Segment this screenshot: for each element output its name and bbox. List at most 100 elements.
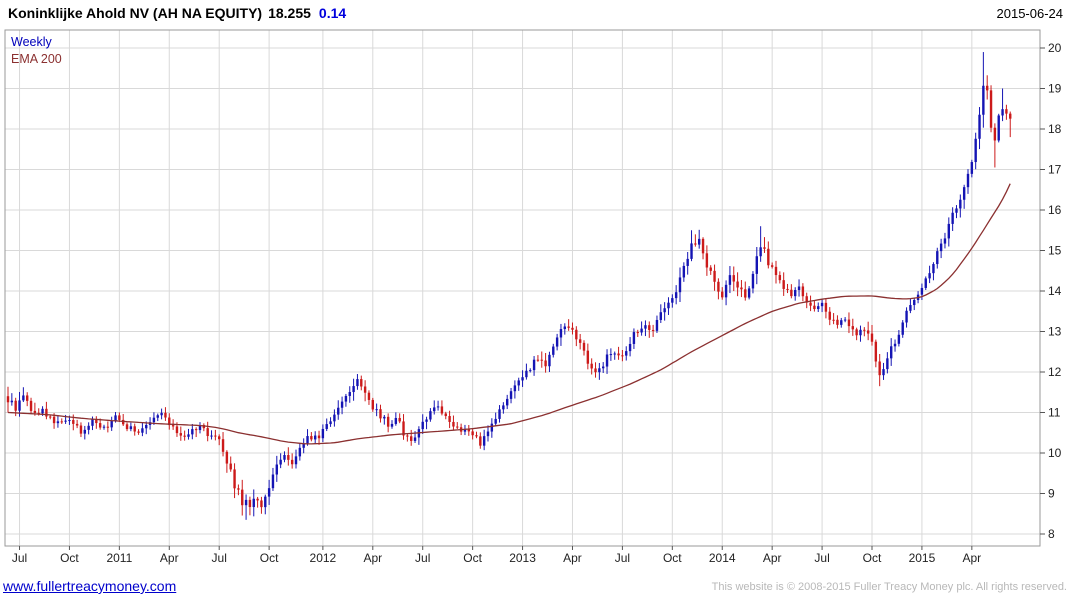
candle-down: [218, 436, 221, 440]
candle-down: [106, 426, 110, 428]
candle-up: [663, 308, 666, 313]
candle-up: [936, 251, 939, 265]
candle-down: [567, 326, 570, 328]
candle-down: [786, 288, 789, 290]
candle-down: [260, 500, 263, 508]
candle-down: [406, 435, 409, 437]
y-tick-label: 8: [1048, 527, 1055, 541]
candle-down: [617, 353, 620, 356]
candle-down: [452, 421, 455, 427]
candle-down: [701, 238, 705, 254]
candle-up: [64, 420, 67, 422]
candle-up: [532, 359, 536, 371]
candle-down: [122, 419, 125, 425]
candle-up: [56, 421, 60, 424]
candle-down: [248, 499, 252, 508]
candle-down: [836, 319, 839, 325]
candle-down: [202, 425, 206, 429]
candle-up: [640, 328, 643, 333]
candle-down: [379, 409, 382, 419]
candle-down: [801, 286, 805, 297]
candle-down: [386, 416, 390, 427]
candle-down: [590, 363, 593, 369]
candle-up: [152, 417, 156, 423]
candle-up: [356, 379, 359, 387]
candle-up: [517, 380, 520, 386]
candle-up: [724, 284, 728, 298]
x-tick-label: 2012: [310, 551, 337, 565]
y-tick-label: 19: [1048, 82, 1062, 96]
candle-down: [855, 329, 858, 336]
candle-up: [755, 256, 758, 274]
candle-up: [955, 208, 958, 213]
quote-date: 2015-06-24: [996, 6, 1064, 21]
candle-down: [740, 287, 743, 290]
candle-up: [909, 305, 912, 311]
candle-down: [60, 421, 63, 423]
candle-down: [133, 426, 136, 432]
candle-up: [928, 273, 931, 279]
website-link[interactable]: www.fullertreacymoney.com: [3, 578, 177, 594]
candle-down: [456, 426, 459, 428]
candle-down: [49, 416, 52, 418]
candle-down: [863, 329, 866, 331]
candle-up: [141, 428, 144, 433]
candle-down: [770, 265, 774, 267]
candle-down: [705, 253, 709, 268]
candle-down: [651, 329, 655, 331]
y-tick-label: 12: [1048, 365, 1062, 379]
candle-up: [264, 496, 267, 508]
candle-up: [667, 302, 670, 309]
candle-up: [609, 354, 613, 356]
candle-up: [129, 426, 133, 430]
candle-up: [87, 425, 90, 430]
x-tick-label: 2013: [509, 551, 536, 565]
candle-up: [978, 114, 981, 139]
candle-down: [575, 329, 578, 340]
y-tick-label: 9: [1048, 487, 1055, 501]
copyright-text: This website is © 2008-2015 Fuller Treac…: [711, 581, 1067, 593]
candle-up: [390, 423, 394, 427]
candle-up: [482, 436, 486, 446]
candle-down: [621, 355, 624, 357]
candle-down: [371, 399, 374, 410]
candle-up: [494, 418, 497, 424]
candle-up: [463, 429, 467, 432]
chart-legend: Weekly EMA 200: [11, 34, 62, 68]
candle-down: [578, 339, 582, 343]
candle-down: [870, 333, 874, 342]
candle-up: [751, 273, 755, 289]
candle-up: [882, 369, 885, 376]
candle-up: [747, 288, 751, 298]
candle-down: [782, 280, 785, 289]
candle-down: [809, 302, 812, 306]
candle-up: [321, 428, 325, 439]
y-tick-label: 10: [1048, 446, 1062, 460]
candle-up: [18, 400, 21, 411]
candle-down: [310, 436, 313, 440]
x-tick-label: 2015: [909, 551, 936, 565]
candle-down: [778, 275, 782, 281]
candle-down: [767, 248, 770, 266]
candle-down: [636, 332, 639, 334]
candle-down: [721, 291, 724, 298]
candle-down: [95, 419, 98, 424]
candle-down: [851, 326, 854, 330]
candle-up: [913, 300, 916, 306]
candle-down: [179, 433, 182, 436]
candle-up: [102, 426, 106, 428]
candle-up: [267, 488, 271, 497]
candle-up: [947, 223, 950, 239]
candle-up: [337, 407, 340, 415]
candle-up: [314, 435, 317, 440]
candle-down: [363, 386, 367, 393]
chart-footer: www.fullertreacymoney.com This website i…: [3, 578, 1067, 596]
candle-down: [774, 266, 778, 276]
candle-up: [840, 320, 843, 325]
candle-up: [886, 358, 889, 370]
x-tick-label: Apr: [763, 551, 782, 565]
candle-down: [360, 379, 363, 387]
candle-up: [970, 162, 974, 174]
candle-up: [644, 325, 647, 329]
